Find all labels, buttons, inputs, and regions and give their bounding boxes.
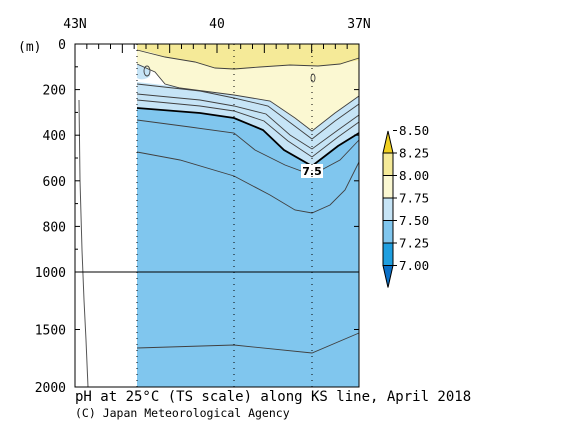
contour-lines xyxy=(136,49,360,354)
x-tick-label: 43N xyxy=(63,17,86,32)
y-unit-label: (m) xyxy=(18,40,41,55)
colorbar-label: 8.00 xyxy=(399,168,429,183)
colorbar-upper-extension xyxy=(382,130,394,154)
y-tick-label: 600 xyxy=(43,175,66,190)
colorbar-band xyxy=(382,197,394,221)
colorbar-label: 8.25 xyxy=(399,146,429,161)
contour-7.5 xyxy=(136,107,360,168)
y-axis-labels: 0 200 400 600 800 1000 1500 2000 xyxy=(35,38,66,396)
credit-text: (C) Japan Meteorological Agency xyxy=(75,406,290,420)
region-7.50-7.75 xyxy=(137,82,359,166)
colorbar-label: 7.00 xyxy=(399,258,429,273)
y-tick-label: 0 xyxy=(58,38,66,53)
y-tick-label: 200 xyxy=(43,84,66,99)
y-tick-label: 800 xyxy=(43,220,66,235)
colorbar-band xyxy=(382,175,394,199)
colorbar-label: 8.50 xyxy=(399,123,429,138)
x-axis-labels: 43N 40 37N xyxy=(63,17,370,32)
top-axis-ticks xyxy=(74,44,360,53)
colorbar-band xyxy=(382,242,394,266)
chart-title: pH at 25°C (TS scale) along KS line, Apr… xyxy=(75,389,472,405)
bathymetry-line xyxy=(78,99,89,388)
colorbar-label: 7.50 xyxy=(399,213,429,228)
y-tick-label: 1500 xyxy=(35,324,66,339)
colorbar: 8.50 8.25 8.00 7.75 7.50 7.25 7.00 xyxy=(382,123,429,288)
colorbar-band xyxy=(382,152,394,176)
y-tick-label: 2000 xyxy=(35,381,66,396)
colorbar-label: 7.75 xyxy=(399,191,429,206)
colorbar-band xyxy=(382,220,394,244)
y-tick-label: 400 xyxy=(43,129,66,144)
colorbar-lower-extension xyxy=(382,265,394,288)
y-axis-ticks xyxy=(75,43,359,388)
region-8.00-8.25 xyxy=(137,44,359,70)
contour-label: 7.5 xyxy=(302,165,322,178)
y-tick-label: 1000 xyxy=(35,266,66,281)
colorbar-label: 7.25 xyxy=(399,236,429,251)
x-tick-label: 40 xyxy=(209,17,225,32)
x-tick-label: 37N xyxy=(347,17,370,32)
